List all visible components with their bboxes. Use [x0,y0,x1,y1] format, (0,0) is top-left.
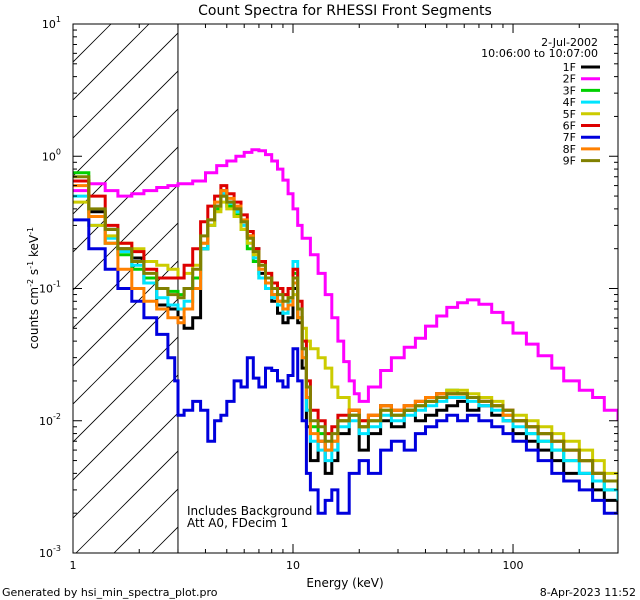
series-line-4f [73,192,618,501]
series-line-9f [73,175,618,490]
time-range-label: 10:06:00 to 10:07:00 [481,47,598,60]
y-tick-label: 101 [42,15,61,31]
x-tick-label: 1 [70,559,77,572]
plot-frame [72,23,619,554]
legend-label: 3F [563,84,576,97]
series-line-6f [73,179,618,490]
y-axis-label: counts cm-2 s-1 keV-1 [26,227,41,349]
series-line-8f [73,184,618,490]
legend-label: 5F [563,108,576,121]
annotation-background: Includes Background [187,504,312,518]
y-tick-label: 100 [42,147,61,163]
date-label: 2-Jul-2002 [541,36,598,49]
annotation-attenuator: Att A0, FDecim 1 [187,516,288,530]
x-axis-label: Energy (keV) [306,576,383,590]
legend-label: 7F [563,131,576,144]
series-line-5f [73,200,618,481]
legend-label: 4F [563,96,576,109]
legend-label: 6F [563,120,576,133]
series-line-1f [73,179,618,514]
y-tick-label: 10-2 [39,412,61,428]
x-tick-label: 10 [286,559,300,572]
series-line-7f [73,218,618,515]
series-line-2f [73,148,618,421]
legend-label: 1F [563,61,576,74]
y-tick-label: 10-1 [39,280,61,296]
chart-title: Count Spectra for RHESSI Front Segments [198,3,492,19]
legend-label: 8F [563,143,576,156]
attenuator-hatch-region [73,24,178,553]
footer-generated-by: Generated by hsi_min_spectra_plot.pro [2,586,218,599]
y-tick-label: 10-3 [39,544,61,560]
legend-label: 2F [563,73,576,86]
footer-timestamp: 8-Apr-2023 11:52 [540,586,636,599]
legend-label: 9F [563,155,576,168]
x-tick-label: 100 [503,559,524,572]
